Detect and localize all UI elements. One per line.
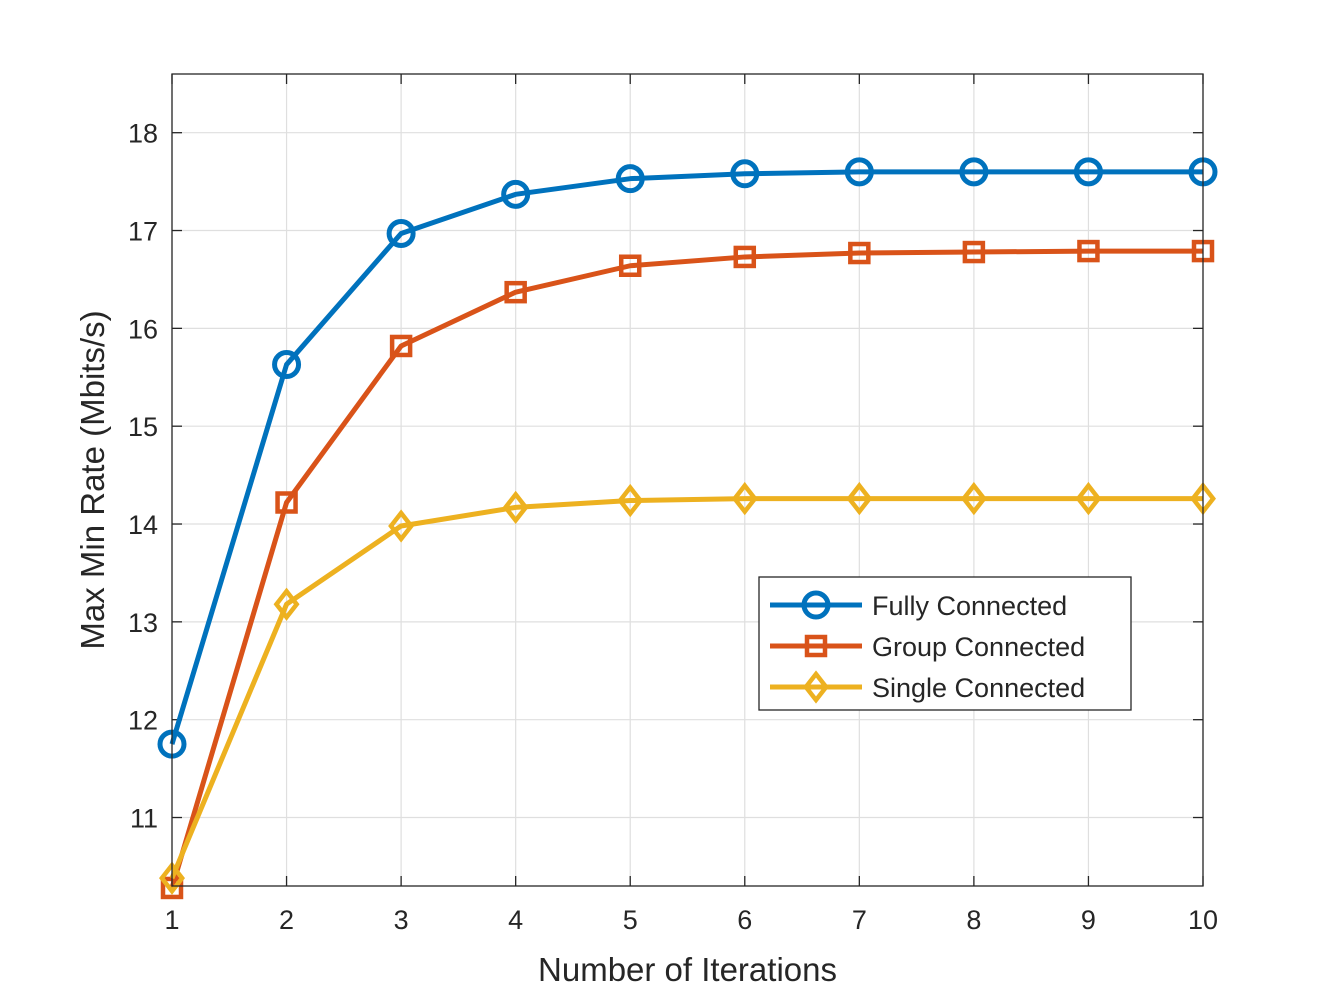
series-2-point-diamond-marker [1075, 481, 1102, 516]
series-1-point-square-marker [1077, 239, 1100, 263]
x-tick-label: 4 [508, 905, 523, 935]
series-2-point-diamond-marker [388, 509, 415, 543]
series-2-point-diamond-marker [159, 861, 185, 895]
x-tick-label: 3 [394, 905, 409, 935]
x-tick-label: 9 [1081, 905, 1096, 935]
y-tick-label: 18 [128, 119, 158, 149]
series-0-point-circle-marker [730, 159, 760, 189]
series-1-point-square-marker [504, 280, 527, 304]
plot-area-frame [171, 73, 1204, 887]
y-tick-label: 12 [128, 706, 158, 736]
series-2-point-diamond-marker [960, 481, 987, 516]
x-tick-label: 5 [623, 905, 638, 935]
y-tick-label: 16 [128, 314, 158, 344]
series-1-point-square-marker [848, 241, 871, 265]
series-0 [157, 157, 1218, 759]
x-tick-label: 10 [1188, 905, 1218, 935]
series-0-point-circle-marker [386, 218, 416, 248]
x-tick-label: 1 [164, 905, 179, 935]
y-tick-label: 17 [128, 217, 158, 247]
series-1-point-square-marker [618, 254, 642, 277]
legend-label-1: Group Connected [872, 632, 1085, 662]
series-line-0 [169, 169, 1203, 745]
series-line-1 [169, 248, 1203, 889]
x-tick-label: 2 [279, 905, 294, 935]
series-0-point-circle-marker [615, 164, 645, 194]
x-axis-label: Number of Iterations [538, 951, 837, 988]
legend-label-2: Single Connected [872, 673, 1085, 703]
y-tick-label: 15 [128, 412, 158, 442]
series-1 [160, 239, 1215, 900]
legend-item-0: Fully Connected [770, 590, 1067, 621]
legend: Fully Connected Group Connected Single Con… [758, 576, 1132, 711]
legend-0-circle-marker [801, 590, 831, 620]
y-tick-label: 14 [128, 510, 158, 540]
series-0-point-circle-marker [959, 157, 989, 187]
series-0-point-circle-marker [1073, 157, 1103, 187]
x-tick-label: 6 [737, 905, 752, 935]
x-tick-label: 8 [966, 905, 981, 935]
series-2-point-diamond-marker [273, 587, 300, 621]
series-2 [159, 481, 1216, 895]
series-0-point-circle-marker [844, 157, 874, 187]
y-axis-label: Max Min Rate (Mbits/s) [74, 310, 111, 649]
series-2-point-diamond-marker [502, 490, 529, 525]
series-1-point-square-marker [275, 491, 298, 514]
legend-item-2: Single Connected [770, 670, 1085, 704]
series-0-point-circle-marker [272, 350, 302, 380]
series-1-point-square-marker [962, 240, 986, 264]
legend-label-0: Fully Connected [872, 591, 1067, 621]
legend-1-square-marker [804, 634, 828, 658]
series-lines [157, 157, 1218, 900]
x-tick-label: 7 [852, 905, 867, 935]
series-line-2 [169, 496, 1203, 880]
legend-item-1: Group Connected [770, 632, 1085, 662]
series-2-point-diamond-marker [731, 481, 758, 516]
series-0-point-circle-marker [501, 179, 531, 209]
series-1-point-square-marker [389, 334, 413, 358]
legend-2-diamond-marker [803, 670, 829, 704]
series-1-point-square-marker [733, 245, 757, 269]
y-tick-label: 13 [128, 608, 158, 638]
series-2-point-diamond-marker [846, 481, 873, 516]
series-2-point-diamond-marker [617, 483, 644, 518]
y-tick-label: 11 [130, 804, 158, 834]
